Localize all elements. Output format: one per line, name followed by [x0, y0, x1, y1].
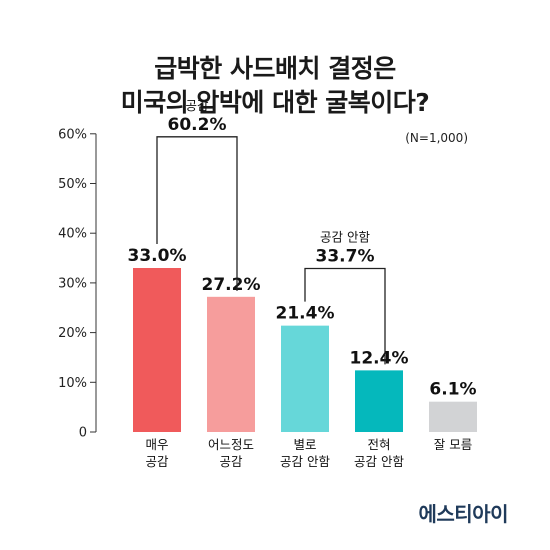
bar [355, 370, 403, 432]
group-value-label: 60.2% [168, 115, 227, 135]
group-bracket [304, 267, 386, 365]
bar-value-label: 6.1% [429, 380, 476, 400]
chart-title-line-1: 급박한 사드배치 결정은 [154, 54, 396, 83]
y-tick-label: 0 [79, 426, 87, 441]
bar [133, 267, 181, 432]
y-tick-label: 50% [58, 177, 87, 192]
category-label: 어느정도 [208, 437, 254, 452]
category-label: 공감 안함 [354, 454, 404, 469]
category-label: 매우 [145, 437, 168, 452]
bar [281, 325, 329, 432]
group-name-label: 공감 [185, 98, 209, 113]
y-tick-label: 20% [58, 326, 87, 341]
category-label: 공감 [145, 454, 169, 469]
chart-title-line-2: 미국의 압박에 대한 굴복이다? [120, 88, 430, 117]
bar-value-label: 27.2% [202, 275, 261, 295]
category-label: 별로 [293, 437, 316, 452]
category-label: 전혀 [367, 437, 390, 452]
y-tick-label: 30% [58, 276, 87, 291]
sample-size-note: (N=1,000) [405, 131, 468, 145]
group-bracket [156, 136, 238, 291]
y-tick-label: 10% [58, 376, 87, 391]
group-value-label: 33.7% [316, 247, 375, 267]
brand-logo: 에스티아이 [418, 502, 509, 526]
bar-value-label: 33.0% [128, 246, 187, 266]
y-tick-label: 40% [58, 227, 87, 242]
group-name-label: 공감 안함 [320, 230, 370, 245]
bar [429, 401, 477, 432]
bar-value-label: 12.4% [350, 348, 409, 368]
bar-value-label: 21.4% [276, 304, 335, 324]
bar [207, 296, 255, 432]
y-tick-label: 60% [58, 127, 87, 142]
category-label: 공감 [219, 454, 243, 469]
category-label: 공감 안함 [280, 454, 330, 469]
category-label: 잘 모름 [434, 437, 472, 452]
